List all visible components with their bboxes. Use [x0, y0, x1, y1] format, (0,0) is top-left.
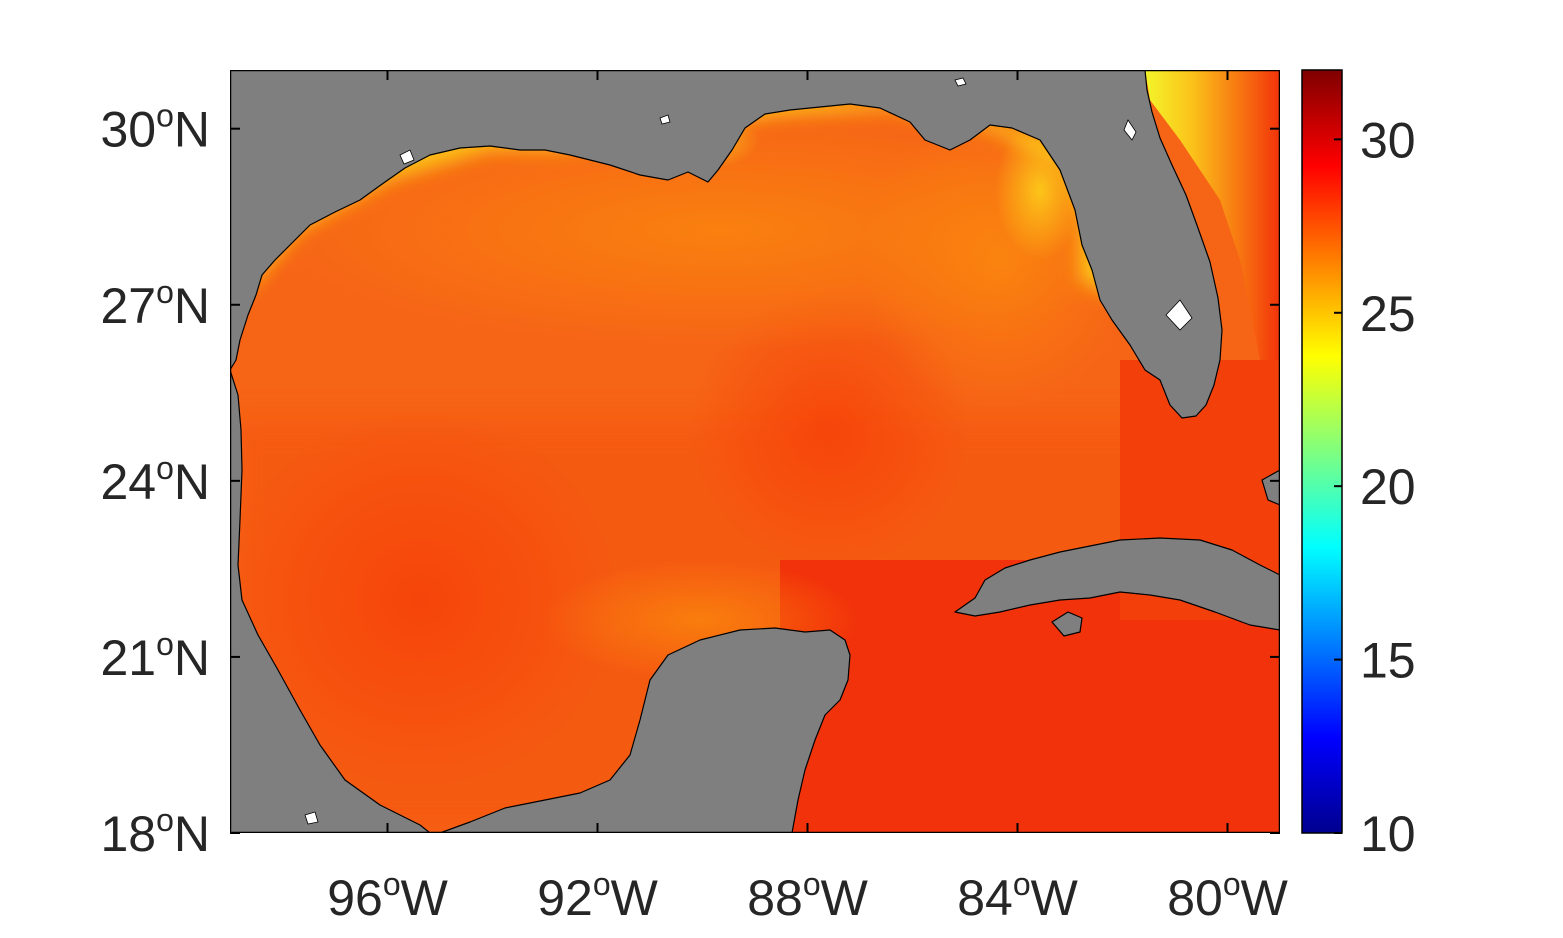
lat-tick-label: 18oN: [100, 802, 210, 862]
lon-tick-label-number: 92: [537, 870, 593, 926]
lon-tick-label-number: 96: [327, 870, 383, 926]
lat-tick-label-degree: o: [156, 98, 174, 134]
lat-tick-label-number: 24: [100, 454, 156, 510]
lon-tick-label-hemisphere: W: [1241, 870, 1289, 926]
longitude-axis: 96oW 92oW 88oW 84oW 80oW: [327, 70, 1289, 926]
lat-tick-label-degree: o: [156, 802, 174, 838]
colorbar-tick-label: 30: [1360, 112, 1416, 168]
colorbar-tick-label: 20: [1360, 459, 1416, 515]
lat-tick-label-hemisphere: N: [174, 102, 210, 158]
lat-tick-label-hemisphere: N: [174, 454, 210, 510]
lon-tick-label-degree: o: [1013, 866, 1031, 902]
lon-tick-label-number: 84: [957, 870, 1013, 926]
lat-tick-label-number: 27: [100, 278, 156, 334]
lon-tick-label-hemisphere: W: [821, 870, 869, 926]
lon-tick-label-hemisphere: W: [1031, 870, 1079, 926]
lon-tick-label-degree: o: [1223, 866, 1241, 902]
lat-tick-label-hemisphere: N: [174, 806, 210, 862]
lon-tick-label: 84oW: [957, 866, 1078, 926]
lat-tick-label-degree: o: [156, 450, 174, 486]
lon-tick-label-number: 80: [1167, 870, 1223, 926]
lon-tick-label-degree: o: [383, 866, 401, 902]
mexico-west-land: [230, 369, 431, 833]
lat-tick-label-degree: o: [156, 274, 174, 310]
lat-tick-label-number: 21: [100, 630, 156, 686]
lat-tick-label-number: 18: [100, 806, 156, 862]
lon-tick-label: 92oW: [537, 866, 658, 926]
colorbar-tick-label: 15: [1360, 633, 1416, 689]
lon-tick-label: 88oW: [747, 866, 868, 926]
north-america-land: [230, 70, 1223, 419]
lon-tick-label: 96oW: [327, 866, 448, 926]
lat-tick-label: 27oN: [100, 274, 210, 334]
lat-tick-label-degree: o: [156, 626, 174, 662]
lon-tick-label: 80oW: [1167, 866, 1288, 926]
lat-tick-label-hemisphere: N: [174, 278, 210, 334]
colorbar-tick-label: 25: [1360, 286, 1416, 342]
lat-tick-label: 30oN: [100, 98, 210, 158]
colorbar-ticks: 30 25 20 15 10: [1334, 112, 1416, 862]
lon-tick-label-number: 88: [747, 870, 803, 926]
lon-tick-label-hemisphere: W: [611, 870, 659, 926]
land-masses: [230, 70, 1280, 833]
isle-of-youth-land: [1051, 611, 1083, 637]
lat-tick-label: 21oN: [100, 626, 210, 686]
colorbar-tick-label: 10: [1360, 806, 1416, 862]
yucatan-land: [439, 627, 851, 833]
lon-tick-label-degree: o: [593, 866, 611, 902]
cuba-land: [954, 537, 1280, 631]
bahamas-land: [1261, 469, 1280, 506]
no-data-patches: [304, 77, 1193, 825]
colorbar: 30 25 20 15 10: [1301, 69, 1416, 862]
lon-tick-label-hemisphere: W: [401, 870, 449, 926]
colorbar-gradient: [1301, 69, 1343, 834]
lon-tick-label-degree: o: [803, 866, 821, 902]
lat-tick-label-number: 30: [100, 102, 156, 158]
map-panel: [230, 70, 1280, 833]
lat-tick-label: 24oN: [100, 450, 210, 510]
lat-tick-label-hemisphere: N: [174, 630, 210, 686]
